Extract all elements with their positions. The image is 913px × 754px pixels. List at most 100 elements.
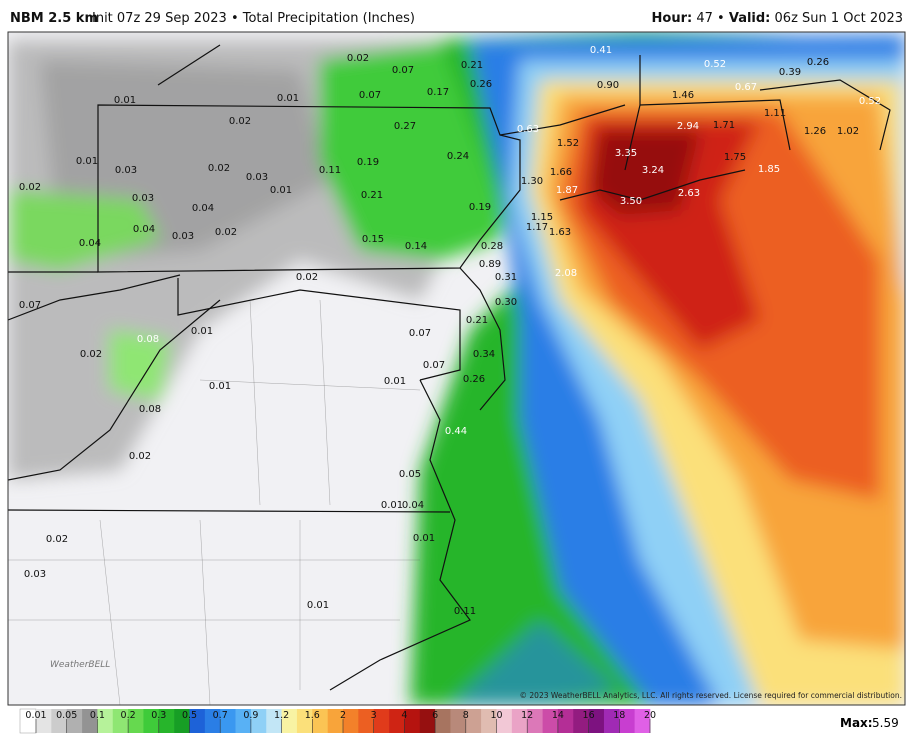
point-label: 0.02 (215, 227, 237, 238)
colorbar-tick-label: 18 (613, 710, 625, 721)
point-label: 0.28 (481, 241, 503, 252)
subtitle: Init 07z 29 Sep 2023 • Total Precipitati… (92, 11, 415, 26)
max-value: 5.59 (872, 716, 899, 730)
point-label: 2.08 (555, 268, 577, 279)
point-label: 1.87 (556, 185, 578, 196)
colorbar-cell (373, 709, 390, 733)
point-label: 0.01 (76, 156, 98, 167)
point-label: 0.19 (469, 202, 491, 213)
point-label: 0.03 (246, 172, 268, 183)
point-label: 0.26 (470, 79, 492, 90)
map: 0.02 0.07 0.01 0.01 0.07 0.17 0.21 0.26 0.41 0.90… (8, 32, 905, 705)
colorbar-cell (404, 709, 421, 733)
county-lines (8, 299, 421, 705)
point-label: 0.90 (597, 80, 619, 91)
point-label: 1.15 (531, 212, 553, 223)
colorbar: 0.01 0.05 0.1 0.2 0.3 0.5 0.7 0.9 1.2 1.6 2 3 4 6 8 10 1… (19, 708, 656, 734)
point-label: 1.52 (557, 138, 579, 149)
copyright: © 2023 WeatherBELL Analytics, LLC. All r… (520, 691, 902, 700)
colorbar-tick-label: 16 (583, 710, 595, 721)
point-label: 0.08 (137, 334, 159, 345)
point-label: 0.08 (139, 404, 161, 415)
colorbar-tick-label: 0.1 (90, 710, 105, 721)
colorbar-cell (220, 709, 236, 733)
point-label: 0.01 (381, 500, 403, 511)
colorbar-tick-label: 12 (521, 710, 533, 721)
valid-label: Valid: (729, 11, 771, 26)
point-label: 1.02 (837, 126, 859, 137)
point-label: 0.01 (413, 533, 435, 544)
colorbar-tick-label: 3 (371, 710, 377, 721)
colorbar-cell (481, 709, 497, 733)
colorbar-tick-label: 0.2 (121, 710, 136, 721)
point-label: 3.50 (620, 196, 642, 207)
colorbar-tick-label: 0.9 (243, 710, 258, 721)
colorbar-cell (112, 709, 129, 733)
point-label: 0.03 (132, 193, 154, 204)
point-label: 0.24 (447, 151, 469, 162)
point-label: 0.07 (359, 90, 381, 101)
point-label: 0.07 (392, 65, 414, 76)
colorbar-tick-label: 2 (340, 710, 346, 721)
point-label: 1.71 (713, 120, 735, 131)
colorbar-tick-label: 0.7 (213, 710, 228, 721)
valid-value: 06z Sun 1 Oct 2023 (775, 11, 903, 26)
point-label: 0.15 (362, 234, 384, 245)
max-label: Max: (840, 716, 873, 730)
colorbar-cell (189, 709, 206, 733)
point-label: 0.05 (399, 469, 421, 480)
point-label: 0.01 (270, 185, 292, 196)
point-label: 0.21 (466, 315, 488, 326)
colorbar-cell (66, 709, 83, 733)
point-label: 0.04 (79, 238, 101, 249)
point-label: 0.27 (394, 121, 416, 132)
valid-time: Hour: 47 • Valid: 06z Sun 1 Oct 2023 (652, 11, 903, 26)
colorbar-cell (327, 709, 344, 733)
point-label: 0.03 (115, 165, 137, 176)
colorbar-tick-label: 1.2 (274, 710, 289, 721)
point-label: 0.01 (191, 326, 213, 337)
colorbar-tick-label: 20 (644, 710, 656, 721)
colorbar-cell (343, 709, 359, 733)
point-label: 0.02 (296, 272, 318, 283)
colorbar-cell (97, 709, 114, 733)
point-label: 0.19 (357, 157, 379, 168)
colorbar-cell (174, 709, 190, 733)
logo: WeatherBELL (50, 660, 110, 670)
colorbar-cell (158, 709, 175, 733)
colorbar-tick-label: 1.6 (305, 710, 320, 721)
point-label: 1.75 (724, 152, 746, 163)
colorbar-cell (51, 709, 67, 733)
point-label: 0.21 (461, 60, 483, 71)
point-label: 0.17 (427, 87, 449, 98)
colorbar-cell (435, 709, 451, 733)
colorbar-cell (603, 709, 620, 733)
point-label: 0.02 (129, 451, 151, 462)
colorbar-cell (235, 709, 252, 733)
point-label: 0.52 (859, 96, 881, 107)
point-label: 0.04 (133, 224, 155, 235)
colorbar-cell (296, 709, 313, 733)
point-label: 1.26 (804, 126, 826, 137)
colorbar-tick-label: 0.01 (25, 710, 46, 721)
colorbar-cell (527, 709, 543, 733)
colorbar-cell (281, 709, 298, 733)
point-label: 0.52 (704, 59, 726, 70)
colorbar-cell (619, 709, 635, 733)
point-label: 0.02 (46, 534, 68, 545)
point-label: 1.11 (764, 108, 786, 119)
point-label: 0.03 (172, 231, 194, 242)
point-label: 2.63 (678, 188, 700, 199)
colorbar-tick-label: 10 (490, 710, 502, 721)
colorbar-cell (419, 709, 436, 733)
colorbar-cell (557, 709, 574, 733)
point-label: 0.63 (517, 124, 539, 135)
hour-value: 47 (696, 11, 713, 26)
colorbar-cell (588, 709, 605, 733)
hour-label: Hour: (652, 11, 693, 26)
colorbar-tick-label: 6 (432, 710, 438, 721)
point-label: 0.34 (473, 349, 495, 360)
colorbar-cell (389, 709, 405, 733)
point-label: 0.02 (347, 53, 369, 64)
